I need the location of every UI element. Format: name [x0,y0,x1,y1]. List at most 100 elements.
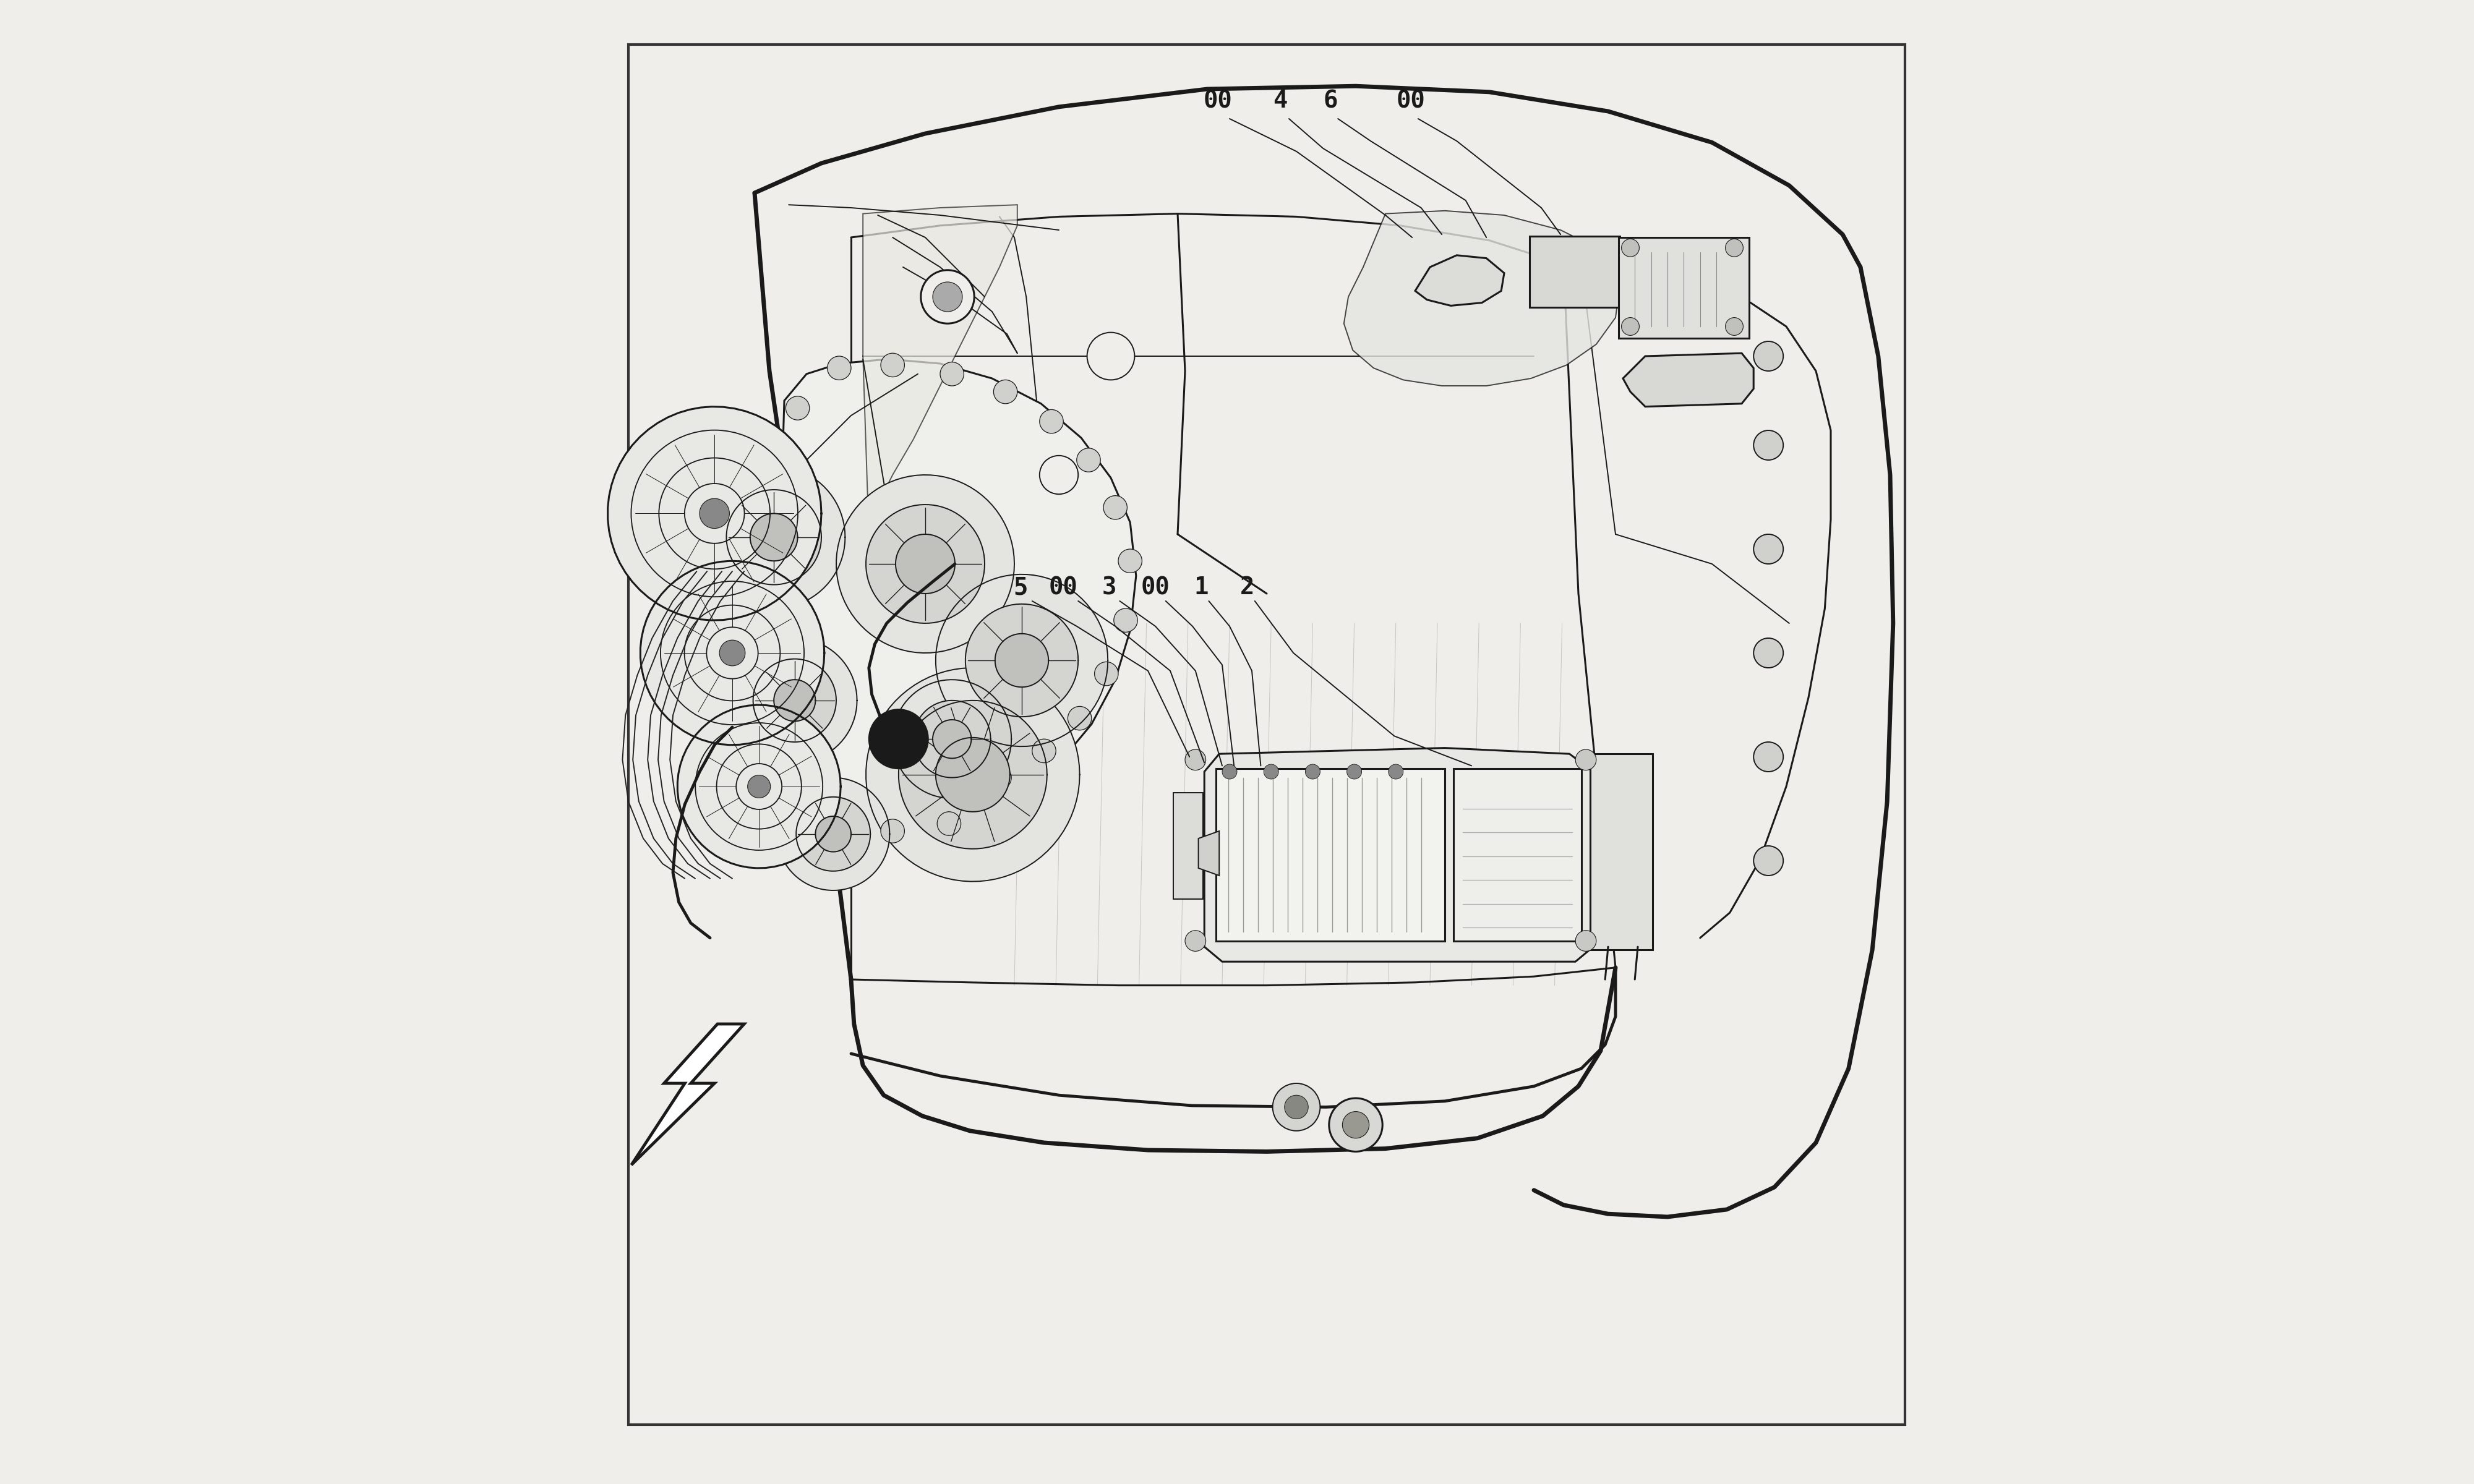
Polygon shape [609,407,821,620]
Polygon shape [774,680,816,721]
Circle shape [1284,1095,1309,1119]
Circle shape [1306,764,1321,779]
Circle shape [730,656,752,680]
Polygon shape [703,466,846,608]
Circle shape [1754,638,1784,668]
Circle shape [1103,496,1128,519]
Circle shape [1185,749,1205,770]
Polygon shape [836,475,1014,653]
Circle shape [868,709,928,769]
Polygon shape [1197,831,1220,876]
Polygon shape [816,816,851,852]
Polygon shape [898,700,1047,849]
Circle shape [995,380,1017,404]
Polygon shape [631,1024,745,1165]
Polygon shape [913,700,990,778]
Circle shape [767,490,792,513]
Circle shape [1754,846,1784,876]
Circle shape [1576,749,1596,770]
Polygon shape [866,668,1079,881]
Polygon shape [995,634,1049,687]
Polygon shape [1415,255,1504,306]
Circle shape [881,819,905,843]
Polygon shape [750,513,797,561]
Polygon shape [678,705,841,868]
Polygon shape [752,659,836,742]
Circle shape [700,499,730,528]
Circle shape [742,600,764,623]
Bar [628,45,1905,1425]
Circle shape [920,270,975,324]
FancyBboxPatch shape [1591,754,1653,950]
Circle shape [720,640,745,666]
Circle shape [1086,332,1136,380]
Circle shape [1576,930,1596,951]
Polygon shape [727,490,821,585]
Circle shape [1343,1112,1368,1138]
Circle shape [940,362,965,386]
Circle shape [1724,239,1744,257]
Circle shape [881,353,905,377]
Polygon shape [866,505,985,623]
Text: 4: 4 [1272,89,1286,113]
Circle shape [1113,608,1138,632]
Circle shape [774,792,797,816]
Polygon shape [797,797,871,871]
Text: 6: 6 [1324,89,1338,113]
FancyBboxPatch shape [1173,792,1202,899]
Text: 00: 00 [1141,576,1170,600]
Circle shape [933,282,962,312]
Polygon shape [641,561,824,745]
FancyBboxPatch shape [1529,236,1620,307]
Polygon shape [735,359,1136,834]
Circle shape [1724,318,1744,335]
Circle shape [1388,764,1403,779]
Circle shape [742,760,767,784]
Polygon shape [863,205,1017,534]
Circle shape [1076,448,1101,472]
Circle shape [1620,318,1640,335]
Text: 00: 00 [1202,89,1232,113]
Text: 00: 00 [1049,576,1079,600]
Polygon shape [1343,211,1620,386]
Circle shape [1222,764,1237,779]
Polygon shape [732,638,856,763]
Circle shape [821,815,846,838]
Circle shape [1272,1083,1321,1131]
Circle shape [1094,662,1118,686]
Circle shape [987,766,1012,789]
Circle shape [826,356,851,380]
Text: 00: 00 [1395,89,1425,113]
Circle shape [787,396,809,420]
Text: 5: 5 [1012,576,1027,600]
Circle shape [747,775,769,798]
Circle shape [1754,430,1784,460]
Polygon shape [935,574,1108,746]
Text: 3: 3 [1101,576,1116,600]
Text: 2: 2 [1239,576,1254,600]
Circle shape [1754,341,1784,371]
Circle shape [1185,930,1205,951]
Polygon shape [1205,748,1593,962]
Circle shape [727,712,752,736]
Circle shape [1069,706,1091,730]
Polygon shape [935,738,1009,812]
Circle shape [1754,742,1784,772]
Circle shape [1264,764,1279,779]
Circle shape [938,812,960,835]
Circle shape [1346,764,1361,779]
FancyBboxPatch shape [1217,769,1445,941]
Polygon shape [896,534,955,594]
FancyBboxPatch shape [1455,769,1581,941]
Circle shape [1039,410,1064,433]
Text: 1: 1 [1195,576,1210,600]
Circle shape [1754,534,1784,564]
Circle shape [1039,456,1079,494]
Polygon shape [893,680,1012,798]
Polygon shape [933,720,972,758]
Circle shape [1032,739,1056,763]
Circle shape [1620,239,1640,257]
Polygon shape [777,778,891,890]
Circle shape [757,543,782,567]
Polygon shape [1623,353,1754,407]
